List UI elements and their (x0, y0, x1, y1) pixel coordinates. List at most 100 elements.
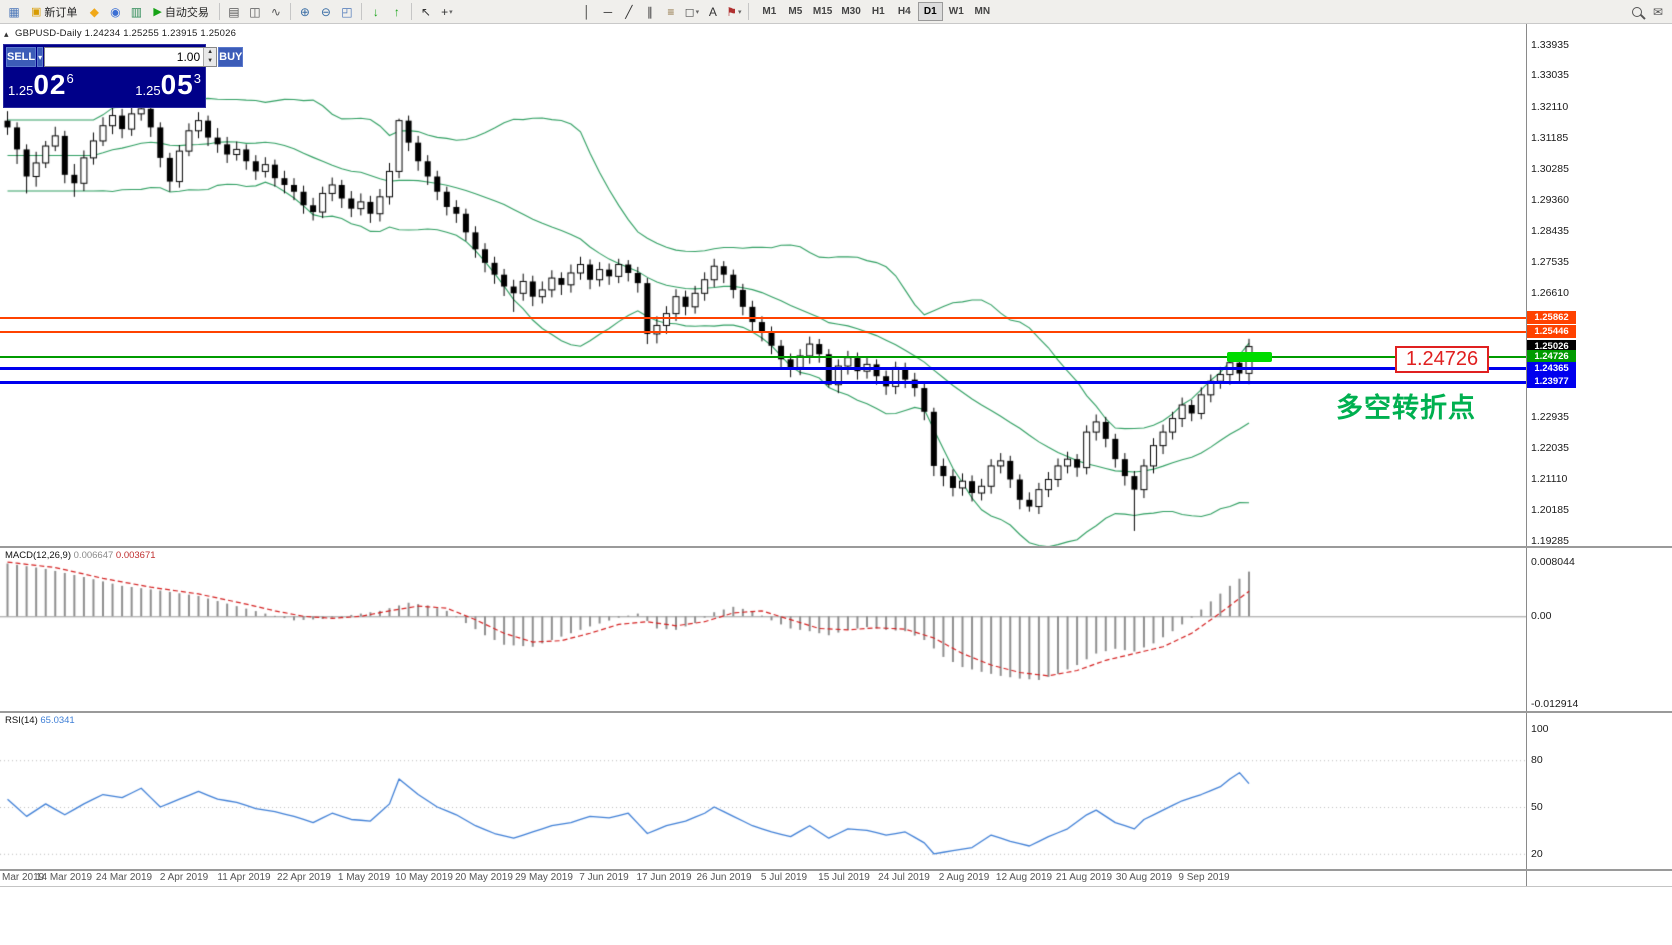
timeframe-h4-button[interactable]: H4 (892, 2, 917, 21)
toolbar-separator (360, 3, 362, 20)
market-analysis-icon[interactable]: ▥ (126, 2, 146, 22)
sell-button[interactable]: SELL (6, 47, 37, 67)
chevron-down-icon: ▾ (449, 8, 453, 16)
horizontal-line-1.25862[interactable] (0, 317, 1526, 320)
turning-point-annotation: 多空转折点 (1336, 393, 1476, 423)
timeframe-h1-button[interactable]: H1 (866, 2, 891, 21)
date-axis-label: 20 May 2019 (455, 872, 513, 883)
price-axis-label: 1.33035 (1531, 69, 1569, 82)
price-axis-label: 1.20185 (1531, 504, 1569, 517)
cursor-icon: ↖ (420, 4, 431, 19)
price-axis-chip-1.25446: 1.25446 (1527, 325, 1576, 339)
date-axis-label: 22 Apr 2019 (277, 872, 331, 883)
trendline-tool-icon[interactable]: ╱ (619, 2, 639, 22)
arrow-tool-icon: ⚑ (726, 4, 737, 19)
candlestick-type-icon[interactable]: ◫ (245, 2, 265, 22)
date-axis-label: 24 Jul 2019 (878, 872, 930, 883)
time-axis[interactable]: Mar 2019 14 Mar 2019 24 Mar 2019 2 Apr 2019… (0, 870, 1526, 886)
macd-signal-value: 0.003671 (115, 550, 156, 561)
price-axis-chip-1.25862: 1.25862 (1527, 311, 1576, 325)
new-order-button-icon: ▣ (31, 6, 42, 18)
date-axis-label: 26 Jun 2019 (696, 872, 752, 883)
toolbar-separator (747, 3, 749, 20)
profile-icon: ◉ (110, 4, 121, 19)
trade-panel-toggle-icon[interactable]: ▴ (4, 29, 9, 39)
vertical-line-tool-icon[interactable]: │ (577, 2, 597, 22)
toolbar-separator (289, 3, 291, 20)
panel-splitter-rsi[interactable] (0, 711, 1672, 713)
horizontal-line-1.24365[interactable] (0, 367, 1526, 371)
price-axis-label: 1.28435 (1531, 225, 1569, 238)
messages-icon[interactable]: ✉ (1648, 2, 1668, 22)
window-bottom-border (0, 886, 1672, 887)
chart-shift-icon[interactable]: ↑ (387, 2, 407, 22)
new-order-button-label: 新订单 (44, 6, 78, 19)
chevron-down-icon: ▾ (38, 52, 43, 62)
macd-axis-label: -0.012914 (1531, 697, 1579, 710)
line-chart-type-icon[interactable]: ∿ (266, 2, 286, 22)
timeframe-m1-button[interactable]: M1 (757, 2, 782, 21)
rsi-panel-canvas[interactable] (0, 713, 1526, 869)
zoom-out-icon[interactable]: ⊖ (316, 2, 336, 22)
cursor-icon[interactable]: ↖ (416, 2, 436, 22)
new-order-button[interactable]: ▣ 新订单 (25, 2, 83, 22)
timeframe-m15-button[interactable]: M15 (809, 2, 836, 21)
volume-input[interactable] (45, 48, 204, 66)
ask-price-point: 3 (193, 71, 201, 86)
green-highlight-marker[interactable] (1227, 351, 1272, 362)
date-axis-label: 12 Aug 2019 (995, 872, 1053, 883)
price-annotation-box: 1.24726 (1395, 346, 1489, 373)
new-chart-icon: ▦ (8, 4, 20, 19)
toolbar-separator (410, 3, 412, 20)
ohlc-bars-type-icon[interactable]: ▤ (224, 2, 244, 22)
panel-splitter-macd[interactable] (0, 546, 1672, 548)
auto-trading-button[interactable]: ▶ 自动交易 (147, 2, 214, 22)
main-chart-canvas[interactable] (0, 24, 1526, 547)
price-axis-border (1526, 24, 1527, 887)
crosshair-icon[interactable]: + ▾ (437, 2, 457, 22)
fibonacci-tool-icon[interactable]: ≡ (661, 2, 681, 22)
text-tool-icon[interactable]: A (703, 2, 723, 22)
volume-increase-button[interactable]: ▲ (207, 49, 214, 55)
horizontal-line-1.25446[interactable] (0, 331, 1526, 334)
tile-windows-icon[interactable]: ◰ (337, 2, 357, 22)
horizontal-line-1.23977[interactable] (0, 380, 1526, 384)
timeframe-d1-button[interactable]: D1 (917, 2, 943, 21)
ask-price[interactable]: 1.25 05 3 (135, 68, 201, 102)
candlestick-type-icon: ◫ (249, 4, 261, 19)
one-click-trade-panel: SELL ▾ ▲ ▼ BUY 1.25 02 6 1.2 (3, 44, 244, 108)
macd-axis-label: 0.00 (1531, 610, 1552, 623)
horizontal-line-1.24726[interactable] (0, 355, 1526, 358)
rsi-axis-label: 50 (1531, 801, 1543, 813)
search-symbol-icon (1632, 6, 1642, 17)
auto-scroll-icon[interactable]: ↓ (366, 2, 386, 22)
bid-price[interactable]: 1.25 02 6 (8, 68, 74, 102)
rsi-value: 65.0341 (40, 715, 75, 726)
channel-tool-icon[interactable]: ∥ (640, 2, 660, 22)
price-axis-chip-1.24365: 1.24365 (1527, 361, 1576, 375)
panel-splitter-time-axis[interactable] (0, 869, 1672, 871)
search-symbol-icon[interactable] (1627, 2, 1647, 22)
arrow-tool-icon[interactable]: ⚑ ▾ (724, 2, 744, 22)
buy-button[interactable]: BUY (218, 47, 244, 67)
horizontal-line-tool-icon[interactable]: ─ (598, 2, 618, 22)
bid-price-whole: 1.25 (8, 83, 34, 98)
macd-axis-label: 0.008044 (1531, 555, 1575, 568)
new-chart-icon[interactable]: ▦ (4, 2, 24, 22)
timeframe-m30-button[interactable]: M30 (837, 2, 864, 21)
timeframe-w1-button[interactable]: W1 (944, 2, 969, 21)
price-axis-label: 1.30285 (1531, 162, 1569, 175)
trendline-tool-icon: ╱ (625, 4, 633, 19)
zoom-in-icon[interactable]: ⊕ (295, 2, 315, 22)
timeframe-m5-button[interactable]: M5 (783, 2, 808, 21)
profile-icon[interactable]: ◉ (105, 2, 125, 22)
timeframe-mn-button[interactable]: MN (970, 2, 995, 21)
macd-panel-canvas[interactable] (0, 548, 1526, 711)
volume-dropdown-button[interactable]: ▾ (37, 47, 44, 67)
price-axis-label: 1.27535 (1531, 255, 1569, 268)
macd-indicator-label: MACD(12,26,9) 0.006647 0.003671 (5, 550, 156, 561)
shapes-tool-icon[interactable]: ◻ ▾ (682, 2, 702, 22)
promotion-icon[interactable]: ◆ (84, 2, 104, 22)
price-axis-label: 1.33935 (1531, 38, 1569, 51)
volume-decrease-button[interactable]: ▼ (207, 58, 214, 64)
